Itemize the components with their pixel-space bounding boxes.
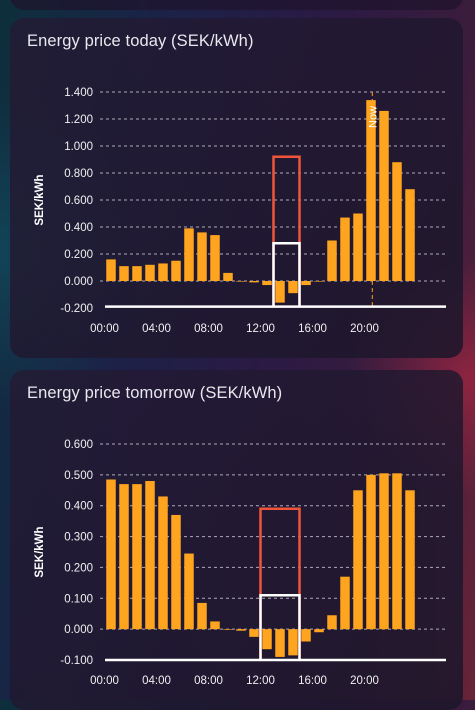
y-tick-label: -0.100 xyxy=(60,655,93,667)
x-tick-label: 20:00 xyxy=(350,323,379,335)
today-card-title: Energy price today (SEK/kWh) xyxy=(27,32,254,50)
price-bar xyxy=(327,615,337,630)
y-tick-label: 0.200 xyxy=(64,249,93,261)
price-bar xyxy=(210,235,220,281)
price-bar xyxy=(171,514,181,630)
price-bar xyxy=(119,484,129,630)
price-bar xyxy=(145,481,155,630)
y-tick-label: 0.000 xyxy=(64,276,93,288)
x-tick-label: 00:00 xyxy=(90,323,119,335)
cheapest-window-outer-box xyxy=(272,155,301,307)
y-tick-label: 1.200 xyxy=(64,114,93,126)
price-bar xyxy=(197,232,207,281)
x-tick-label: 16:00 xyxy=(298,675,327,687)
price-bar xyxy=(249,629,259,637)
y-tick-label: 1.000 xyxy=(64,141,93,153)
x-tick-label: 12:00 xyxy=(246,675,275,687)
price-bar xyxy=(327,240,337,281)
cheapest-window-inner-box xyxy=(272,241,301,307)
x-tick-label: 08:00 xyxy=(194,675,223,687)
x-tick-label: 08:00 xyxy=(194,323,223,335)
y-tick-label: -0.200 xyxy=(60,303,93,315)
price-bar xyxy=(132,266,142,281)
cheapest-window-inner-box xyxy=(259,593,301,660)
tomorrow-card-title: Energy price tomorrow (SEK/kWh) xyxy=(27,384,283,402)
price-bar xyxy=(197,602,207,630)
x-tick-label: 00:00 xyxy=(90,675,119,687)
price-bar xyxy=(366,474,376,630)
price-bar xyxy=(262,629,272,650)
price-bar xyxy=(184,553,194,630)
price-bar xyxy=(405,189,415,281)
price-bar xyxy=(392,162,402,281)
tomorrow-price-chart: SEK/kWh -0.100 0.000 0.100 0.200 0.300 0.400 0.… xyxy=(34,439,448,687)
y-axis-label: SEK/kWh xyxy=(34,526,46,577)
price-bar xyxy=(249,281,259,283)
y-tick-label: 0.300 xyxy=(64,532,93,544)
price-bar xyxy=(171,260,181,281)
price-bar xyxy=(275,629,285,657)
price-bar xyxy=(132,484,142,630)
price-bar xyxy=(288,629,298,656)
price-bar xyxy=(314,281,324,282)
price-bar xyxy=(145,264,155,281)
energy-price-tomorrow-card: Energy price tomorrow (SEK/kWh) SEK/kWh -… xyxy=(10,370,463,710)
energy-price-today-card: Energy price today (SEK/kWh) SEK/kWh -0.2… xyxy=(10,18,463,358)
price-bar xyxy=(301,629,311,642)
y-tick-label: 1.400 xyxy=(64,87,93,99)
price-bar xyxy=(288,281,298,294)
price-bar xyxy=(379,110,389,282)
price-bar xyxy=(392,473,402,630)
price-bar xyxy=(119,266,129,281)
price-bar xyxy=(353,490,363,630)
cheapest-window-outer-box xyxy=(259,507,301,660)
y-tick-label: 0.200 xyxy=(64,562,93,574)
price-bar xyxy=(340,576,350,630)
price-bar xyxy=(158,496,168,630)
today-price-chart: SEK/kWh -0.200 0.000 0.200 0.400 0.600 0.800 1.… xyxy=(34,87,448,335)
previous-card-edge xyxy=(10,0,463,10)
y-tick-label: 0.100 xyxy=(64,593,93,605)
price-bar xyxy=(223,629,233,630)
y-tick-label: 0.800 xyxy=(64,168,93,180)
price-bar xyxy=(223,272,233,281)
price-bar xyxy=(158,263,168,281)
price-bar xyxy=(106,259,116,281)
now-label: Now xyxy=(367,106,379,128)
price-bar xyxy=(366,100,376,281)
y-tick-label: 0.600 xyxy=(64,439,93,451)
x-tick-label: 04:00 xyxy=(142,323,171,335)
price-bar xyxy=(405,490,415,630)
price-bar xyxy=(106,479,116,630)
y-tick-label: 0.500 xyxy=(64,470,93,482)
price-bar xyxy=(236,629,246,631)
y-tick-label: 0.600 xyxy=(64,195,93,207)
x-tick-label: 16:00 xyxy=(298,323,327,335)
y-axis-label: SEK/kWh xyxy=(34,174,46,225)
price-bar xyxy=(314,629,324,633)
y-tick-label: 0.400 xyxy=(64,501,93,513)
price-bar xyxy=(236,281,246,282)
price-bar xyxy=(275,281,285,303)
x-tick-label: 20:00 xyxy=(350,675,379,687)
price-bar xyxy=(301,281,311,286)
y-tick-label: 0.000 xyxy=(64,624,93,636)
x-tick-label: 04:00 xyxy=(142,675,171,687)
price-bar xyxy=(210,621,220,630)
price-bar xyxy=(353,213,363,281)
price-bar xyxy=(184,228,194,281)
price-bar xyxy=(262,281,272,286)
x-tick-label: 12:00 xyxy=(246,323,275,335)
price-bar xyxy=(379,473,389,630)
price-bar xyxy=(340,217,350,281)
y-tick-label: 0.400 xyxy=(64,222,93,234)
